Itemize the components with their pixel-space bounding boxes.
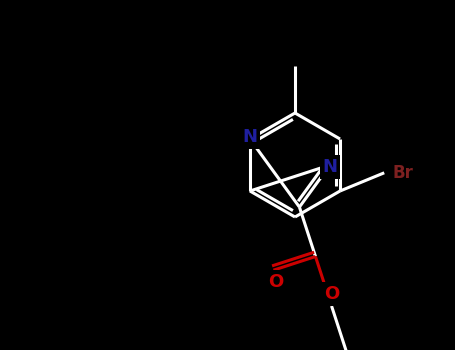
Text: O: O <box>268 273 283 291</box>
Text: Br: Br <box>392 164 413 182</box>
Text: N: N <box>323 158 338 176</box>
Text: N: N <box>243 128 258 146</box>
Text: O: O <box>324 285 339 303</box>
